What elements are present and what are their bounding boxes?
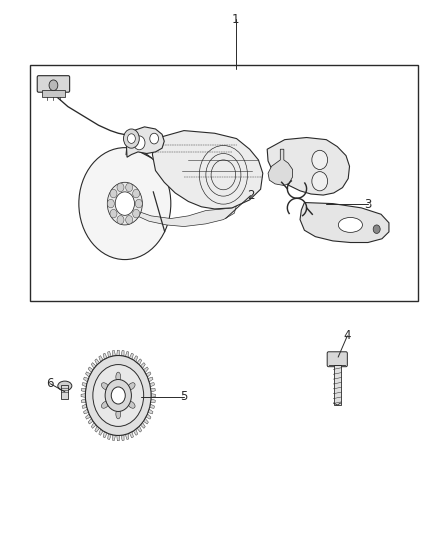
Circle shape: [110, 189, 117, 198]
Circle shape: [126, 215, 133, 224]
Polygon shape: [137, 426, 141, 432]
Polygon shape: [82, 383, 87, 387]
Circle shape: [133, 209, 140, 218]
Polygon shape: [113, 435, 116, 441]
Polygon shape: [267, 138, 350, 195]
Polygon shape: [103, 353, 107, 359]
Circle shape: [117, 183, 124, 192]
Polygon shape: [143, 367, 148, 373]
Circle shape: [312, 172, 328, 191]
Polygon shape: [148, 377, 153, 382]
Bar: [42, 90, 65, 97]
FancyBboxPatch shape: [327, 352, 347, 367]
Text: 6: 6: [46, 377, 54, 390]
Polygon shape: [151, 389, 155, 392]
Circle shape: [107, 182, 142, 225]
Text: 1: 1: [232, 13, 240, 26]
Polygon shape: [129, 353, 134, 359]
Polygon shape: [91, 362, 96, 368]
Polygon shape: [268, 149, 293, 185]
Circle shape: [105, 379, 131, 411]
Polygon shape: [99, 356, 103, 362]
Polygon shape: [143, 418, 148, 424]
Polygon shape: [148, 409, 153, 414]
Polygon shape: [103, 432, 107, 438]
Text: 3: 3: [364, 198, 371, 211]
Polygon shape: [81, 399, 86, 402]
Polygon shape: [85, 372, 91, 377]
Polygon shape: [133, 429, 138, 435]
Circle shape: [127, 134, 135, 143]
Polygon shape: [121, 350, 124, 356]
Polygon shape: [88, 367, 93, 373]
Ellipse shape: [128, 383, 135, 390]
Circle shape: [150, 133, 159, 144]
Polygon shape: [84, 409, 88, 414]
Polygon shape: [88, 418, 93, 424]
Polygon shape: [151, 399, 155, 402]
Circle shape: [107, 199, 114, 208]
Polygon shape: [149, 404, 155, 408]
Polygon shape: [95, 359, 99, 365]
Polygon shape: [81, 389, 86, 392]
Polygon shape: [99, 429, 103, 435]
Polygon shape: [84, 377, 88, 382]
Bar: [61, 385, 68, 399]
Circle shape: [373, 225, 380, 233]
Ellipse shape: [102, 401, 109, 408]
Polygon shape: [125, 351, 129, 358]
Circle shape: [117, 215, 124, 224]
Polygon shape: [81, 394, 85, 397]
Polygon shape: [85, 414, 91, 419]
Polygon shape: [113, 350, 116, 356]
Circle shape: [126, 183, 133, 192]
FancyBboxPatch shape: [37, 76, 70, 92]
Ellipse shape: [338, 217, 363, 232]
Ellipse shape: [58, 381, 72, 391]
Ellipse shape: [116, 372, 121, 382]
Polygon shape: [141, 423, 145, 429]
Polygon shape: [133, 356, 138, 362]
Circle shape: [135, 199, 142, 208]
Circle shape: [111, 387, 125, 404]
Circle shape: [133, 189, 140, 198]
Polygon shape: [82, 404, 87, 408]
Circle shape: [93, 365, 144, 426]
Polygon shape: [125, 203, 237, 227]
Circle shape: [110, 209, 117, 218]
Bar: [334, 365, 341, 405]
Ellipse shape: [102, 383, 109, 390]
Circle shape: [312, 150, 328, 169]
Polygon shape: [121, 435, 124, 441]
Circle shape: [85, 356, 151, 435]
Polygon shape: [129, 432, 134, 438]
Bar: [30, 65, 418, 301]
Text: 2: 2: [247, 189, 254, 202]
Polygon shape: [125, 433, 129, 440]
Ellipse shape: [128, 401, 135, 408]
Polygon shape: [108, 433, 111, 440]
Circle shape: [49, 80, 58, 91]
Polygon shape: [300, 203, 389, 243]
Ellipse shape: [116, 409, 121, 419]
Polygon shape: [95, 426, 99, 432]
Polygon shape: [126, 127, 164, 157]
Polygon shape: [151, 394, 155, 397]
Polygon shape: [137, 359, 141, 365]
Polygon shape: [141, 362, 145, 368]
Polygon shape: [146, 372, 151, 377]
Polygon shape: [152, 131, 263, 209]
Polygon shape: [149, 383, 155, 387]
Circle shape: [79, 148, 171, 260]
Text: 4: 4: [343, 329, 351, 342]
Polygon shape: [117, 435, 120, 441]
Polygon shape: [117, 350, 120, 356]
Polygon shape: [91, 423, 96, 429]
Circle shape: [134, 136, 145, 150]
Polygon shape: [108, 351, 111, 358]
Polygon shape: [146, 414, 151, 419]
Circle shape: [115, 192, 134, 215]
Circle shape: [124, 129, 139, 148]
Text: 5: 5: [180, 390, 187, 403]
